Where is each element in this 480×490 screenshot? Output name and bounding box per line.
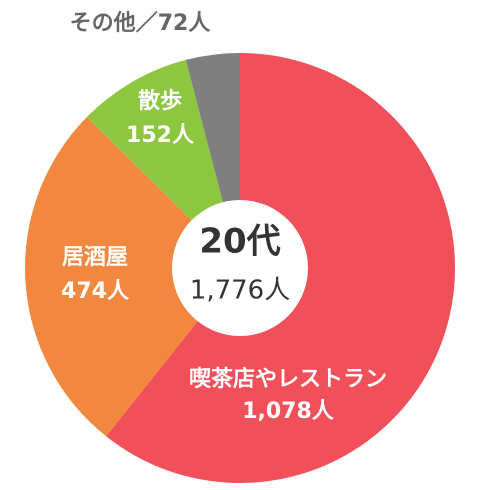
slice bbox=[25, 117, 241, 437]
slice-value-label: 152人 bbox=[126, 123, 194, 148]
center-title: 20代 bbox=[199, 222, 280, 262]
slice-label: 居酒屋 bbox=[62, 245, 128, 270]
slice-value-label: 474人 bbox=[61, 279, 129, 304]
other-category: その他 bbox=[70, 11, 136, 36]
other-value-label: ／72人 bbox=[136, 11, 211, 36]
other-label: その他／72人 bbox=[70, 11, 211, 36]
donut-hole bbox=[172, 200, 308, 336]
slice-label: 散歩 bbox=[138, 89, 182, 114]
slice-value-label: 1,078人 bbox=[242, 399, 334, 424]
slice-label: 喫茶店やレストラン bbox=[189, 366, 387, 392]
center-total: 1,776人 bbox=[190, 276, 290, 306]
